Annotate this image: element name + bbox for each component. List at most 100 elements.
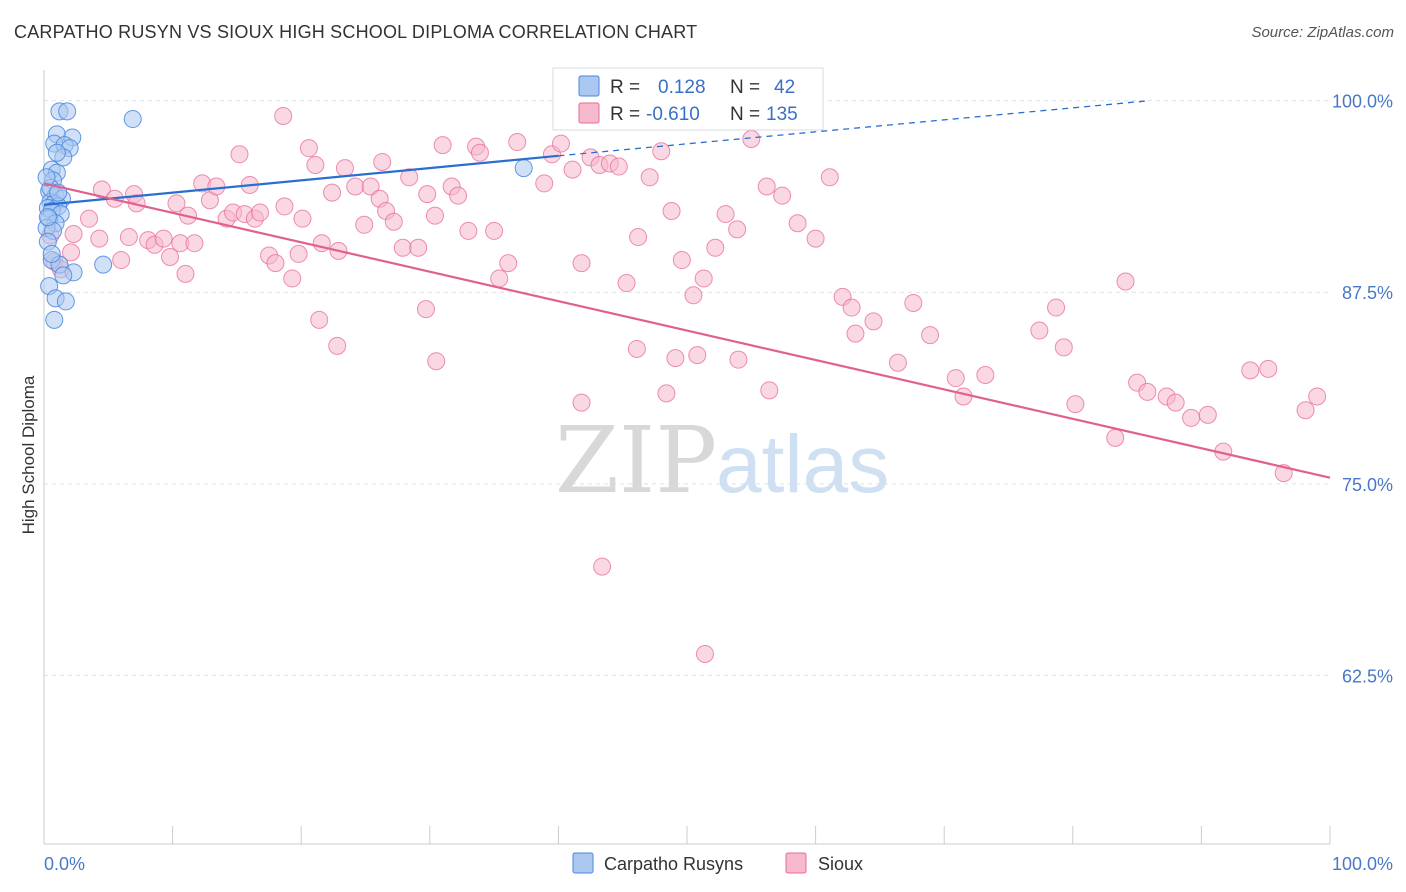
sioux-point: [167, 194, 186, 213]
legend-bottom: Carpatho Rusyns Sioux: [572, 852, 863, 874]
sioux-point: [954, 387, 973, 406]
sioux-point: [283, 269, 302, 288]
sioux-point: [1066, 395, 1085, 414]
watermark: ZIP atlas: [555, 407, 889, 514]
sioux-point: [373, 152, 392, 171]
sioux-trend-line: [43, 182, 1331, 479]
sioux-point: [757, 177, 776, 196]
sioux-point: [688, 346, 707, 365]
sioux-point: [684, 286, 703, 305]
sioux-point: [921, 326, 940, 345]
sioux-point: [293, 209, 312, 228]
sioux-point: [672, 251, 691, 270]
sioux-point: [696, 644, 715, 663]
carpatho-rusyns-point: [54, 266, 73, 285]
legend-n-value-1: 42: [774, 77, 795, 98]
sioux-point: [535, 174, 554, 193]
sioux-point: [425, 206, 444, 225]
sioux-point: [716, 205, 735, 224]
sioux-point: [1047, 298, 1066, 317]
sioux-point: [433, 136, 452, 155]
legend-pink-swatch: [578, 102, 600, 124]
carpatho-rusyns-trend-extension: [558, 100, 1151, 157]
sioux-point: [62, 243, 81, 262]
sioux-point: [657, 384, 676, 403]
carpatho-rusyns-point: [514, 159, 533, 178]
sioux-point: [328, 336, 347, 355]
sioux-point: [788, 214, 807, 233]
carpatho-rusyns-point: [58, 102, 77, 121]
sioux-point: [888, 353, 907, 372]
sioux-point: [773, 186, 792, 205]
chart-title: CARPATHO RUSYN VS SIOUX HIGH SCHOOL DIPL…: [14, 22, 698, 42]
carpatho-rusyns-point: [38, 208, 57, 227]
sioux-point: [572, 393, 591, 412]
sioux-point: [275, 197, 294, 216]
sioux-point: [1166, 393, 1185, 412]
sioux-point: [1308, 387, 1327, 406]
sioux-point: [666, 349, 685, 368]
sioux-point: [1296, 401, 1315, 420]
sioux-point: [119, 228, 138, 247]
sioux-point: [1106, 428, 1125, 447]
sioux-point: [80, 209, 99, 228]
legend-bottom-blue-swatch: [572, 852, 594, 874]
sioux-point: [1182, 408, 1201, 427]
sioux-point: [207, 177, 226, 196]
sioux-point: [449, 186, 468, 205]
sioux-point: [323, 183, 342, 202]
legend-r-value-1: 0.128: [658, 77, 706, 98]
sioux-point: [274, 106, 293, 125]
sioux-point: [593, 557, 612, 576]
legend-r-value-2: -0.610: [646, 104, 700, 125]
sioux-point: [490, 269, 509, 288]
legend-r-label-2: R =: [610, 104, 640, 125]
sioux-point: [508, 133, 527, 152]
y-tick-label: 62.5%: [1342, 666, 1393, 686]
sioux-point: [251, 203, 270, 222]
sioux-point: [266, 254, 285, 273]
sioux-point: [393, 238, 412, 257]
sioux-point: [864, 312, 883, 331]
sioux-point: [842, 298, 861, 317]
carpatho-rusyns-points: [37, 102, 533, 329]
sioux-point: [572, 254, 591, 273]
y-tick-label: 75.0%: [1342, 475, 1393, 495]
sioux-point: [230, 145, 249, 164]
sioux-point: [112, 251, 131, 270]
sioux-point: [904, 293, 923, 312]
watermark-atlas: atlas: [716, 419, 889, 510]
sioux-point: [1198, 405, 1217, 424]
legend-bottom-label-2: Sioux: [818, 854, 863, 874]
sioux-point: [185, 234, 204, 253]
sioux-point: [64, 224, 83, 243]
sioux-point: [609, 157, 628, 176]
carpatho-rusyns-point: [123, 110, 142, 129]
sioux-point: [427, 352, 446, 371]
sioux-point: [335, 159, 354, 178]
sioux-point: [400, 168, 419, 187]
legend-bottom-pink-swatch: [785, 852, 807, 874]
sioux-point: [289, 244, 308, 263]
sioux-point: [1241, 361, 1260, 380]
sioux-point: [706, 238, 725, 257]
x-tick-label-max: 100.0%: [1332, 854, 1393, 874]
carpatho-rusyns-point: [45, 310, 64, 329]
carpatho-rusyns-point: [42, 244, 61, 263]
sioux-point: [384, 212, 403, 231]
tick-labels: 62.5% 75.0% 87.5% 100.0% 0.0% 100.0%: [44, 92, 1393, 874]
carpatho-rusyns-point: [47, 143, 66, 162]
sioux-point: [346, 177, 365, 196]
sioux-point: [176, 264, 195, 283]
sioux-point: [563, 160, 582, 179]
legend-n-label-2: N =: [730, 104, 760, 125]
sioux-point: [662, 202, 681, 221]
sioux-point: [306, 156, 325, 175]
legend-n-label-1: N =: [730, 77, 760, 98]
sioux-point: [846, 324, 865, 343]
sioux-point: [470, 143, 489, 162]
y-tick-label: 87.5%: [1342, 283, 1393, 303]
sioux-point: [409, 238, 428, 257]
sioux-point: [760, 381, 779, 400]
